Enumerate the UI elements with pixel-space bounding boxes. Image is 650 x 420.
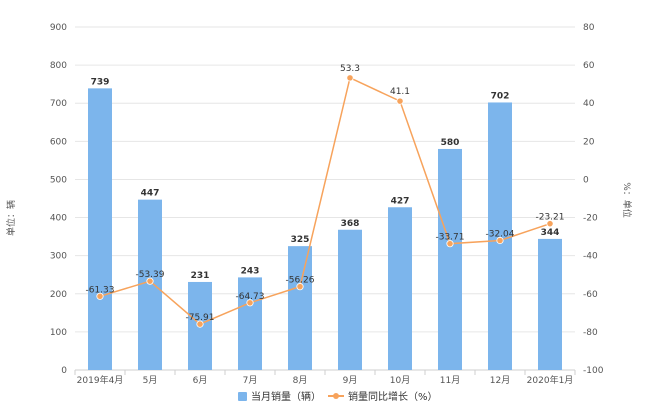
legend-item-bar[interactable]: 当月销量（辆） [238, 390, 321, 403]
line-value-label: -61.33 [85, 285, 114, 295]
legend-line-label: 销量同比增长（%） [348, 390, 438, 403]
x-tick-label: 2019年4月 [77, 374, 124, 386]
line-value-label: -56.26 [285, 276, 314, 286]
growth-line [99, 76, 551, 325]
x-tick-label: 10月 [390, 375, 410, 386]
bar [538, 238, 562, 370]
y-left-tick-label: 500 [50, 175, 67, 185]
y-left-tick-label: 800 [50, 61, 67, 71]
bar [288, 246, 312, 370]
bar-value-label: 231 [191, 271, 210, 281]
line-point [246, 299, 254, 307]
x-tick-label: 12月 [490, 375, 510, 386]
bar-value-label: 427 [391, 196, 410, 206]
legend-item-line[interactable]: 销量同比增长（%） [328, 390, 438, 403]
bar-value-label: 580 [441, 138, 460, 148]
line-point [196, 320, 204, 328]
line-value-label: -23.21 [535, 213, 564, 223]
line-value-label: 41.1 [390, 87, 410, 97]
bar [438, 148, 462, 370]
x-tick-label: 8月 [293, 375, 308, 386]
y-left-tick-label: 400 [50, 214, 67, 224]
bar-value-label: 243 [241, 266, 260, 276]
line-point [496, 236, 504, 245]
line-point [546, 220, 554, 228]
x-tick-label: 2020年1月 [527, 374, 574, 386]
bar-value-label: 702 [491, 91, 510, 101]
y-left-tick-label: 700 [50, 99, 67, 109]
y-left-tick-label: 600 [50, 137, 67, 147]
y-left-tick-label: 300 [50, 252, 67, 262]
line-point [446, 240, 454, 248]
bar-value-label: 325 [291, 235, 310, 245]
x-tick-label: 6月 [193, 375, 208, 386]
legend-line-marker [333, 393, 339, 399]
line-point [346, 74, 354, 82]
bar-value-label: 447 [141, 189, 160, 199]
bar [88, 88, 112, 370]
data-labels: 739 447 231 243 325 368 427 580 702 344 -61.33 -53.… [85, 64, 564, 323]
line-point [96, 292, 104, 300]
bar [138, 199, 162, 370]
y-right-axis-title: %：单位 [621, 182, 633, 218]
line-value-label: -32.04 [485, 229, 514, 239]
y-right-tick-label: -100 [583, 366, 604, 376]
bar [238, 277, 262, 370]
line-value-label: -53.39 [135, 270, 164, 280]
line-value-label: -75.91 [185, 313, 214, 323]
line-value-label: 53.3 [340, 64, 360, 74]
y-right-tick-label: 40 [583, 99, 595, 109]
y-left-tick-label: 0 [61, 366, 67, 376]
x-tick-label: 7月 [243, 375, 258, 386]
bar [388, 207, 412, 370]
y-right-tick-label: -20 [583, 214, 598, 224]
line-value-label: -64.73 [235, 292, 264, 302]
line-point [296, 283, 304, 291]
x-tick-label: 9月 [343, 375, 358, 386]
line-point [396, 97, 404, 105]
bar-value-label: 344 [541, 228, 560, 238]
y-left-axis-title: 单位：辆 [5, 200, 17, 236]
y-right-tick-label: 60 [583, 61, 595, 71]
legend-bar-label: 当月销量（辆） [251, 390, 321, 403]
x-tick-label: 11月 [440, 375, 460, 386]
line-value-label: -33.71 [435, 233, 464, 243]
legend[interactable]: 当月销量（辆） 销量同比增长（%） [238, 390, 438, 403]
y-right-tick-label: 0 [583, 175, 589, 185]
y-right-tick-label: 80 [583, 23, 595, 33]
bar [338, 229, 362, 370]
y-right-tick-label: -40 [583, 252, 598, 262]
y-left-tick-label: 200 [50, 290, 67, 300]
y-right-tick-label: 20 [583, 137, 595, 147]
bar [488, 102, 512, 371]
bar-value-label: 368 [341, 219, 360, 229]
bar-value-label: 739 [91, 77, 110, 87]
legend-bar-swatch [238, 392, 247, 401]
y-right-tick-label: -60 [583, 290, 598, 300]
line-series [96, 74, 554, 328]
line-point [146, 277, 154, 285]
bar-series [88, 88, 562, 371]
y-left-tick-label: 100 [50, 328, 67, 338]
x-tick-label: 5月 [143, 375, 158, 386]
y-left-tick-label: 900 [50, 23, 67, 33]
y-right-tick-label: -80 [583, 328, 598, 338]
